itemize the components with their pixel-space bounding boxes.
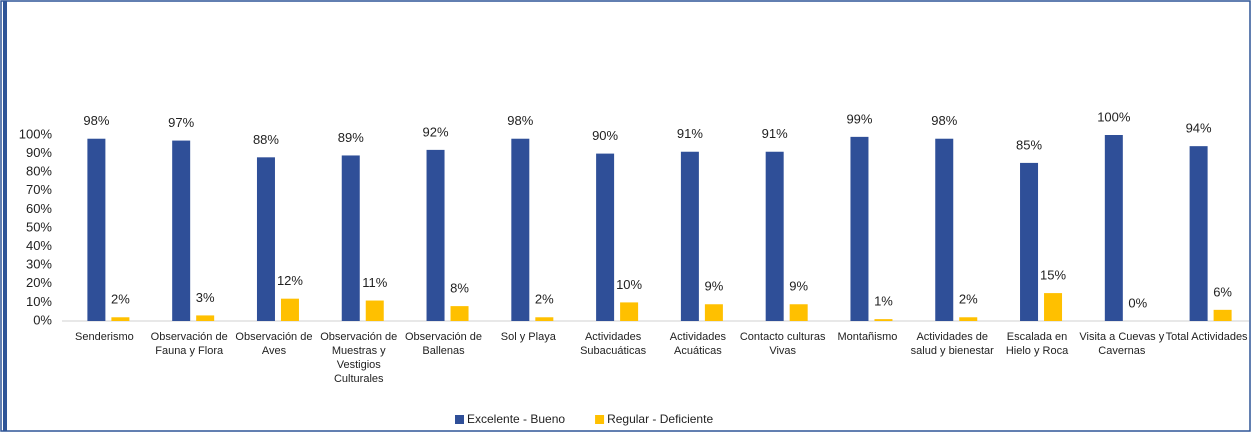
data-label: 92%: [423, 124, 449, 139]
data-label: 1%: [874, 294, 893, 309]
y-tick-label: 70%: [26, 182, 52, 197]
data-label: 90%: [592, 128, 618, 143]
y-tick-label: 90%: [26, 145, 52, 160]
bar: [1104, 135, 1123, 321]
bar: [620, 302, 639, 321]
x-tick-label: Actividades de salud y bienestar: [910, 331, 994, 357]
data-label: 98%: [83, 113, 109, 128]
bar: [704, 304, 723, 321]
y-tick-label: 50%: [26, 219, 52, 234]
data-label: 2%: [959, 292, 978, 307]
data-label: 88%: [253, 132, 279, 147]
legend-swatch: [455, 415, 464, 424]
bar: [450, 306, 469, 321]
legend-swatch: [595, 415, 605, 424]
y-tick-label: 10%: [26, 294, 52, 309]
data-label: 0%: [1128, 295, 1147, 310]
data-label: 11%: [362, 275, 387, 290]
data-label: 89%: [338, 130, 364, 145]
bar: [196, 315, 215, 321]
data-label: 98%: [507, 113, 533, 128]
legend-label: Regular - Deficiente: [607, 412, 713, 426]
x-tick-label: Observación de Aves: [235, 331, 313, 357]
y-tick-label: 60%: [26, 201, 52, 216]
bar: [1044, 293, 1063, 321]
y-tick-label: 100%: [19, 126, 53, 141]
bar: [1020, 162, 1039, 321]
data-label: 85%: [1016, 137, 1042, 152]
x-tick-label: Sol y Playa: [500, 331, 556, 343]
data-label: 100%: [1097, 109, 1131, 124]
bar: [959, 317, 978, 321]
x-tick-label: Total Actividades: [1165, 331, 1248, 343]
x-tick-label: Visita a Cuevas y Cavernas: [1079, 331, 1165, 357]
y-tick-label: 0%: [33, 312, 52, 327]
bar: [341, 155, 360, 321]
data-label: 91%: [677, 126, 703, 141]
bar: [850, 136, 869, 321]
bar: [765, 151, 784, 321]
bar: [111, 317, 130, 321]
data-label: 97%: [168, 115, 194, 130]
x-tick-label: Observación de Fauna y Flora: [150, 331, 228, 357]
bar: [172, 140, 191, 321]
bar: [1213, 309, 1232, 321]
bar: [874, 319, 893, 321]
bar: [511, 138, 530, 321]
data-label: 99%: [846, 111, 872, 126]
bar: [365, 300, 384, 321]
bar: [426, 149, 445, 321]
data-label: 8%: [450, 281, 469, 296]
legend-label: Excelente - Bueno: [467, 412, 565, 426]
data-label: 3%: [196, 290, 215, 305]
data-label: 10%: [616, 277, 642, 292]
bar: [280, 298, 299, 321]
data-label: 15%: [1040, 268, 1066, 283]
data-label: 6%: [1213, 284, 1232, 299]
bar: [596, 153, 615, 321]
x-tick-label: Observación de Ballenas: [405, 331, 483, 357]
bar: [935, 138, 954, 321]
bar: [1189, 146, 1208, 321]
x-tick-label: Actividades Subacuáticas: [580, 331, 647, 357]
x-tick-label: Senderismo: [75, 331, 134, 343]
data-label: 12%: [277, 273, 303, 288]
data-label: 9%: [789, 279, 808, 294]
y-tick-label: 20%: [26, 275, 52, 290]
bar: [535, 317, 554, 321]
x-tick-label: Observación de Muestras y Vestigios Cult…: [320, 331, 398, 385]
data-label: 94%: [1186, 121, 1212, 136]
x-tick-label: Actividades Acuáticas: [669, 331, 727, 357]
x-tick-label: Contacto culturas Vivas: [739, 331, 826, 357]
x-tick-label: Escalada en Hielo y Roca: [1005, 331, 1069, 357]
y-tick-label: 30%: [26, 257, 52, 272]
data-label: 9%: [704, 279, 723, 294]
data-label: 2%: [111, 292, 130, 307]
data-label: 91%: [762, 126, 788, 141]
x-tick-label: Montañismo: [837, 331, 898, 343]
data-label: 98%: [931, 113, 957, 128]
y-tick-label: 40%: [26, 238, 52, 253]
frame-accent: [3, 1, 7, 431]
bar: [256, 157, 275, 321]
bar: [789, 304, 808, 321]
bar: [680, 151, 699, 321]
bar: [87, 138, 106, 321]
y-tick-label: 80%: [26, 164, 52, 179]
data-label: 2%: [535, 292, 554, 307]
